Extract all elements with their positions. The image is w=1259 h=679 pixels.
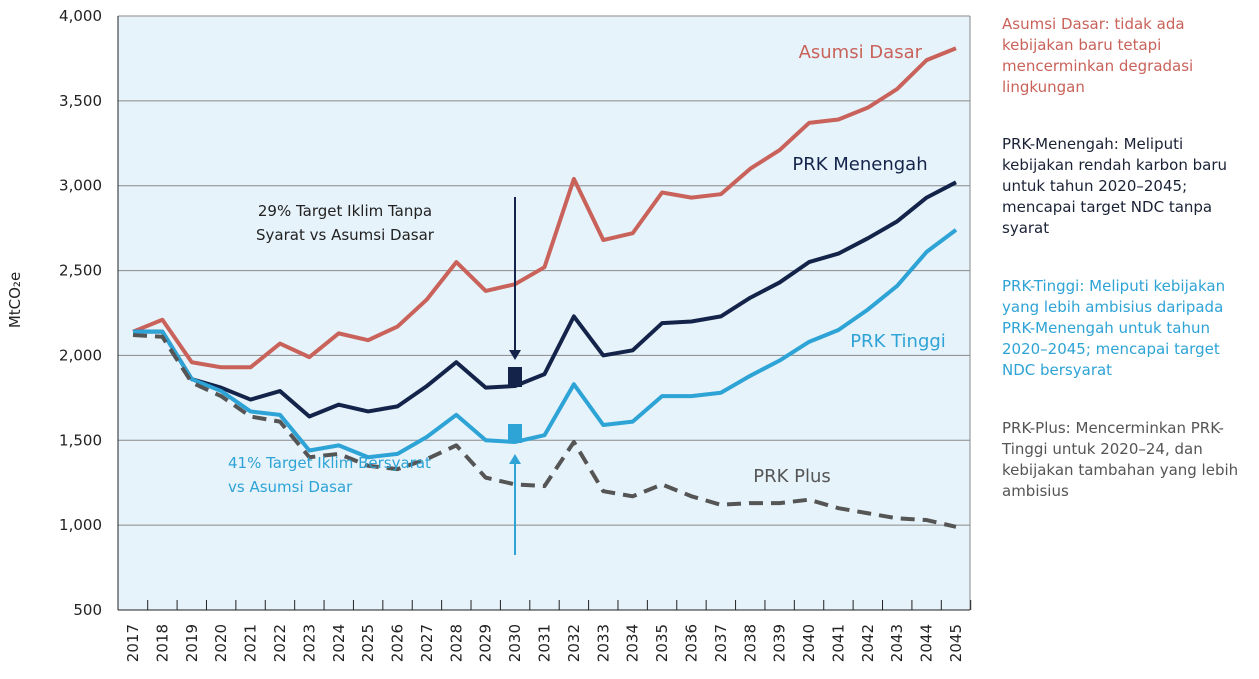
y-tick-label: 2,500 <box>59 262 102 280</box>
x-tick-label: 2044 <box>918 624 936 662</box>
x-tick-label: 2041 <box>829 624 847 662</box>
x-tick-label: 2043 <box>888 624 906 662</box>
x-tick-label: 2033 <box>594 624 612 662</box>
series-line <box>133 180 957 419</box>
y-tick-label: 2,000 <box>59 346 102 364</box>
series-line <box>132 46 957 370</box>
annotation: 29% Target Iklim Tanpa <box>258 202 432 220</box>
x-tick-label: 2018 <box>153 624 171 662</box>
series-line <box>133 228 958 460</box>
x-tick-label: 2039 <box>771 624 789 662</box>
y-tick-label: 3,500 <box>59 92 102 110</box>
y-tick-label: 4,000 <box>59 7 102 25</box>
x-tick-label: 2035 <box>653 624 671 662</box>
x-tick-label: 2017 <box>124 624 142 662</box>
y-tick-label: 1,000 <box>59 516 102 534</box>
y-tick-label: 500 <box>73 601 102 619</box>
x-tick-label: 2031 <box>536 624 554 662</box>
series-label: Asumsi Dasar <box>799 42 923 63</box>
y-axis-label: MtCO₂e <box>6 272 24 328</box>
series-label: PRK Tinggi <box>850 331 946 352</box>
x-tick-label: 2019 <box>183 624 201 662</box>
marker <box>508 367 522 387</box>
series-line <box>132 333 957 529</box>
x-tick-label: 2040 <box>800 624 818 662</box>
annotation: 41% Target Iklim Bersyarat <box>228 454 431 472</box>
x-tick-label: 2034 <box>624 624 642 662</box>
x-tick-label: 2026 <box>389 624 407 662</box>
x-tick-label: 2030 <box>506 624 524 662</box>
plot-background <box>118 16 970 610</box>
x-tick-label: 2029 <box>477 624 495 662</box>
x-tick-label: 2024 <box>330 624 348 662</box>
x-tick-label: 2021 <box>242 624 260 662</box>
x-tick-label: 2027 <box>418 624 436 662</box>
legend-note: PRK-Menengah: Meliputi kebijakan rendah … <box>1002 135 1228 237</box>
series-label: PRK Plus <box>753 466 831 487</box>
x-tick-label: 2036 <box>682 624 700 662</box>
series-label: PRK Menengah <box>792 154 927 175</box>
x-tick-label: 2025 <box>359 624 377 662</box>
arrow-head <box>509 454 521 464</box>
legend-note: PRK-Plus: Mencerminkan PRK-Tinggi untuk … <box>1002 419 1239 500</box>
arrow-head <box>509 350 521 360</box>
x-tick-label: 2032 <box>565 624 583 662</box>
x-tick-label: 2045 <box>947 624 965 662</box>
x-tick-label: 2023 <box>300 624 318 662</box>
x-tick-label: 2038 <box>741 624 759 662</box>
legend-note: Asumsi Dasar: tidak ada kebijakan baru t… <box>1002 15 1194 96</box>
marker <box>508 424 522 443</box>
annotation: Syarat vs Asumsi Dasar <box>256 226 435 244</box>
x-tick-label: 2042 <box>859 624 877 662</box>
legend-note: PRK-Tinggi: Meliputi kebijakan yang lebi… <box>1002 277 1226 379</box>
x-tick-label: 2022 <box>271 624 289 662</box>
x-tick-label: 2020 <box>212 624 230 662</box>
chart: 500 1,000 1,500 2,000 2,500 3,000 3,500 4,000 20… <box>6 7 972 662</box>
annotation: vs Asumsi Dasar <box>228 478 353 496</box>
y-tick-label: 1,500 <box>59 431 102 449</box>
y-tick-label: 3,000 <box>59 177 102 195</box>
x-tick-label: 2037 <box>712 624 730 662</box>
x-tick-label: 2028 <box>447 624 465 662</box>
